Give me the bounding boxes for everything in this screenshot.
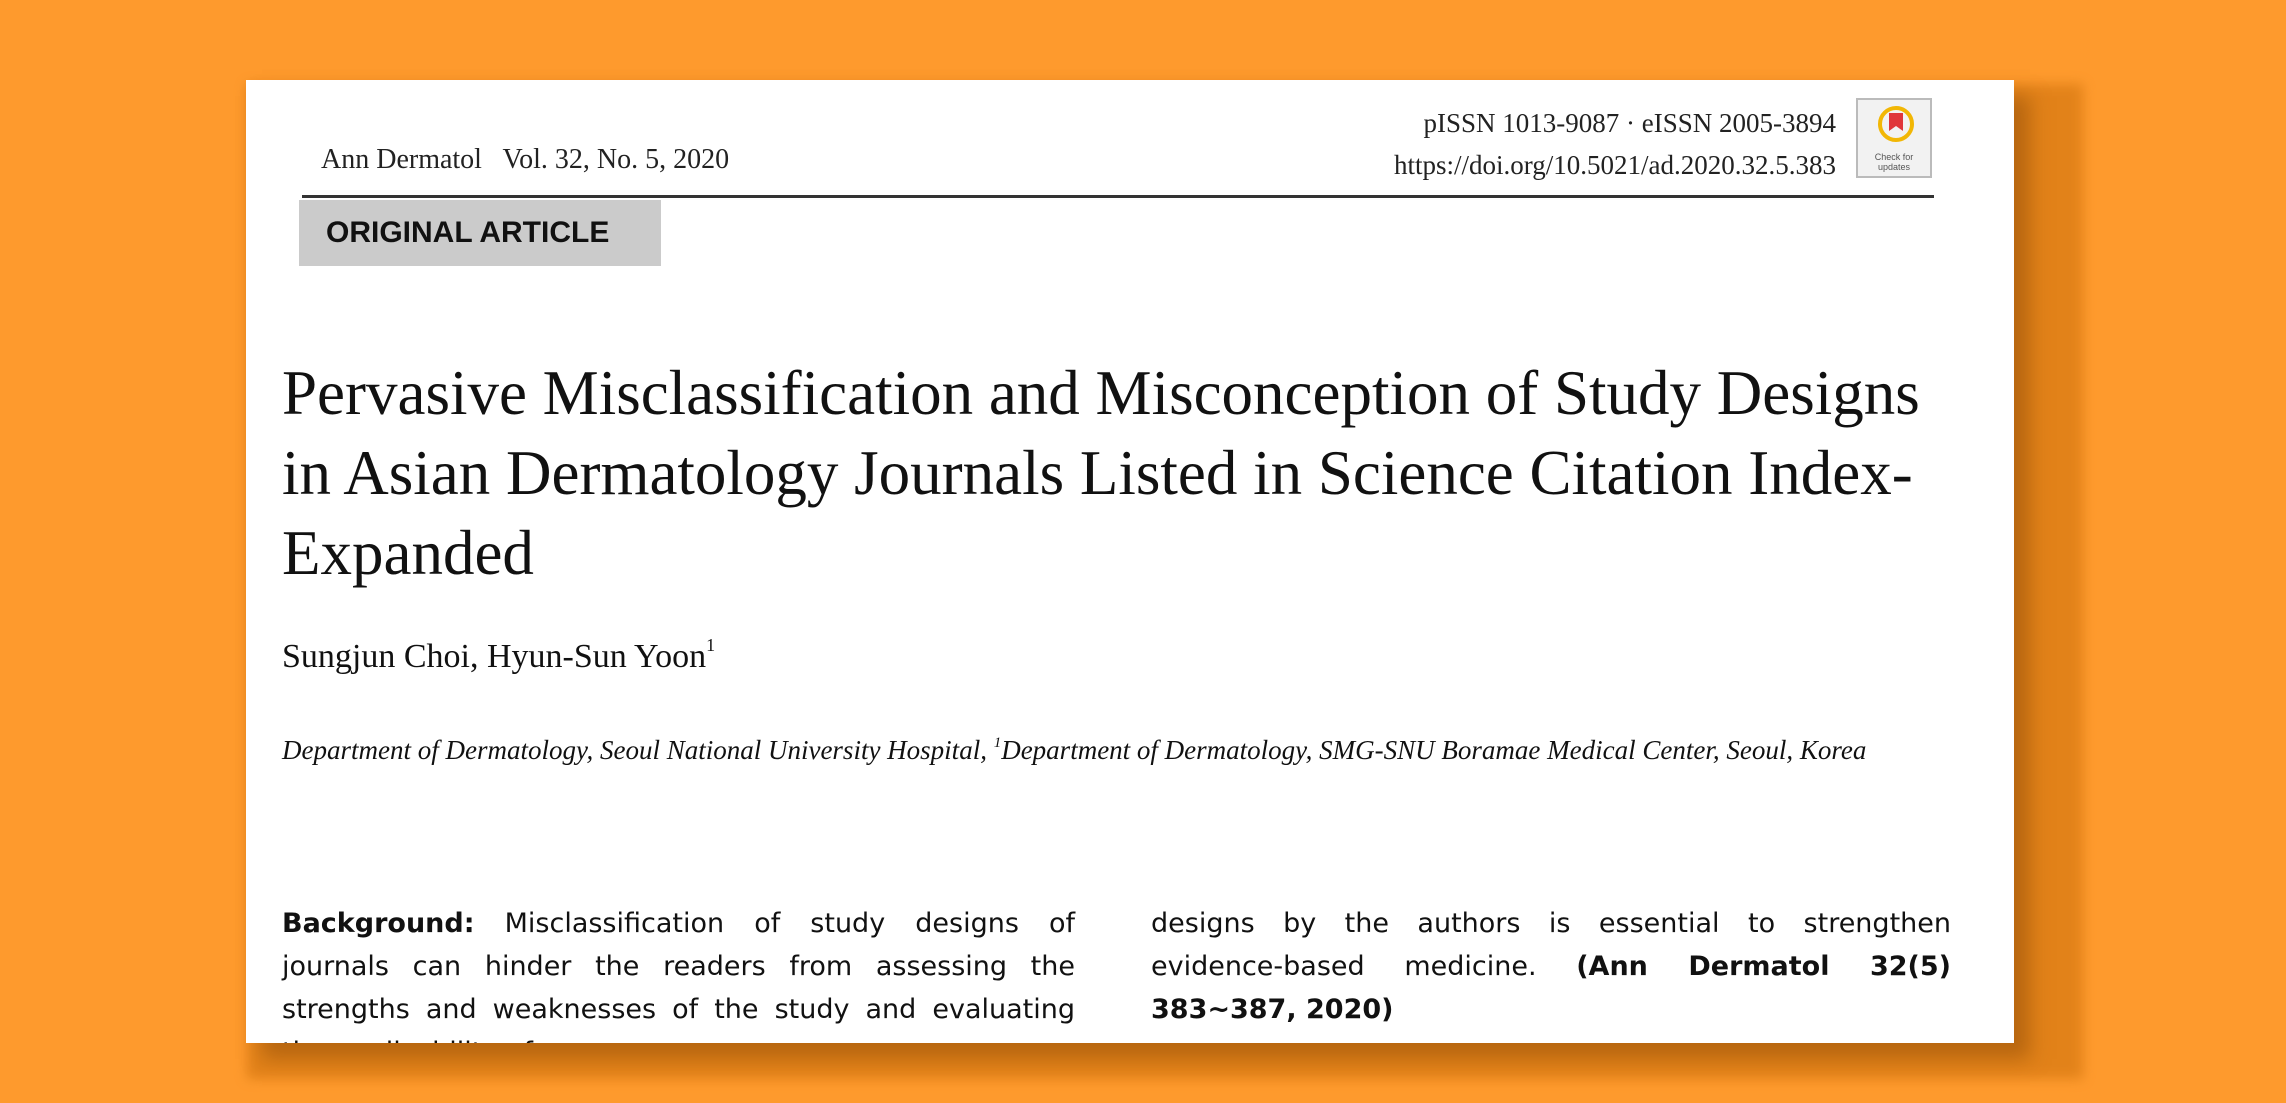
abstract-right-text: designs by the authors is essential to s… xyxy=(1151,908,1951,982)
author-names: Sungjun Choi, Hyun-Sun Yoon xyxy=(282,638,707,675)
badge-label: Check for updates xyxy=(1874,152,1914,172)
author-affiliation-marker: 1 xyxy=(706,635,716,655)
affiliation-marker: 1 xyxy=(993,735,1002,751)
paper-page: Ann Dermatol Vol. 32, No. 5, 2020 pISSN … xyxy=(246,80,2014,1043)
author-list: Sungjun Choi, Hyun-Sun Yoon1 xyxy=(282,635,715,676)
doi-link[interactable]: https://doi.org/10.5021/ad.2020.32.5.383 xyxy=(1393,150,1836,180)
article-type-label: ORIGINAL ARTICLE xyxy=(299,200,661,266)
abstract-left-text: Misclassification of study designs of jo… xyxy=(282,908,1075,1043)
abstract-citation: (Ann Dermatol 32(5) 383∼387, 2020) xyxy=(1151,951,1951,1025)
abstract-column-right: designs by the authors is essential to s… xyxy=(1151,902,1951,1031)
check-for-updates-badge[interactable]: Check for updates xyxy=(1856,98,1932,178)
journal-name: Ann Dermatol xyxy=(321,144,482,175)
issn-text: pISSN 1013-9087 · eISSN 2005-3894 xyxy=(1423,108,1836,138)
journal-volume: Vol. 32, No. 5, 2020 xyxy=(502,144,730,175)
abstract-background-label: Background: xyxy=(282,908,475,939)
issn-doi-block: pISSN 1013-9087 · eISSN 2005-3894 https:… xyxy=(1394,102,1836,186)
paper-title: Pervasive Misclassification and Misconce… xyxy=(282,358,1920,588)
affiliation-first: Department of Dermatology, Seoul Nationa… xyxy=(282,735,994,765)
header-rule xyxy=(302,195,1934,198)
journal-citation-header: Ann Dermatol Vol. 32, No. 5, 2020 xyxy=(321,144,729,176)
abstract-column-left: Background: Misclassification of study d… xyxy=(282,902,1075,1043)
affiliation-second: Department of Dermatology, SMG-SNU Boram… xyxy=(1001,735,1867,765)
affiliations: Department of Dermatology, Seoul Nationa… xyxy=(282,725,1962,768)
check-for-updates-icon xyxy=(1878,106,1914,142)
